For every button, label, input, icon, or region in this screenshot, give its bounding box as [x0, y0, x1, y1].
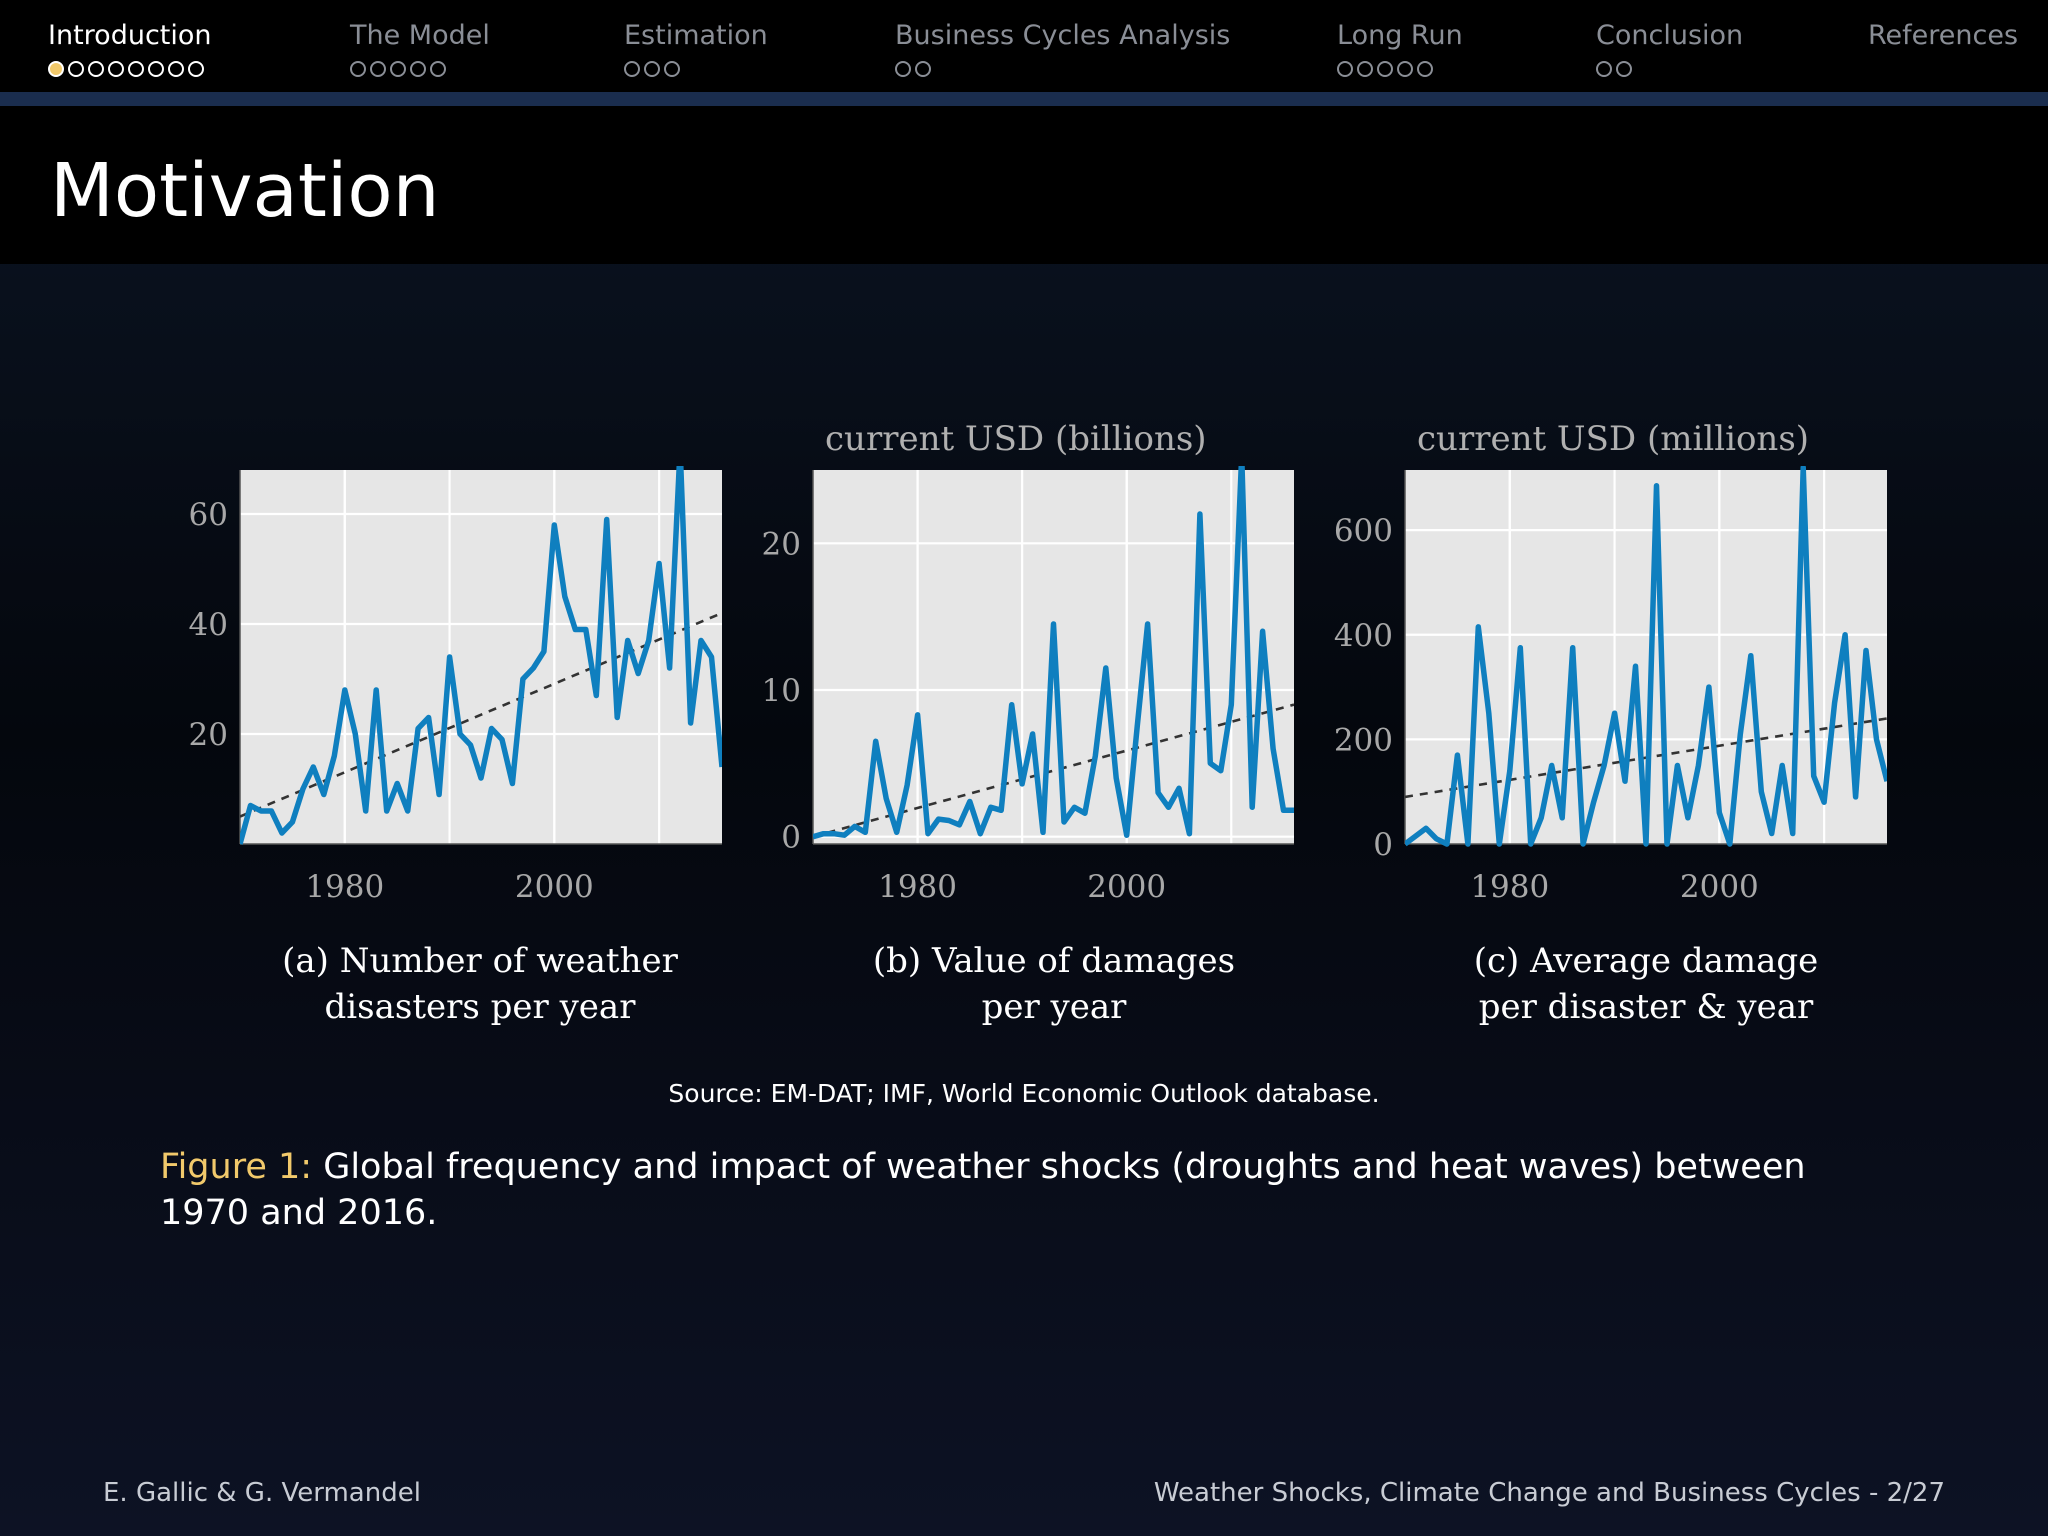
nav-slide-dot[interactable] — [664, 61, 680, 77]
nav-slide-dot[interactable] — [1357, 61, 1373, 77]
caption-a-line-1: (a) Number of weather — [282, 941, 678, 981]
y-tick-label: 400 — [1334, 618, 1393, 654]
nav-slide-dot[interactable] — [895, 61, 911, 77]
page-title: Motivation — [50, 148, 440, 234]
plot-marks — [813, 466, 1294, 840]
nav-slide-dot[interactable] — [624, 61, 640, 77]
y-tick-label: 20 — [762, 526, 801, 562]
x-tick-label: 2000 — [1680, 869, 1759, 905]
nav-slide-dot[interactable] — [370, 61, 386, 77]
section-navigation-bar: Introduction The Model Estimation Business … — [0, 0, 2048, 92]
nav-slide-dot[interactable] — [350, 61, 366, 77]
series-line — [240, 466, 722, 845]
nav-slide-dot[interactable] — [68, 61, 84, 77]
caption-a: (a) Number of weather disasters per year — [240, 938, 720, 1030]
caption-b: (b) Value of damages per year — [814, 938, 1294, 1030]
y-tick-label: 10 — [762, 673, 801, 709]
chart-average-damage: 1980 2000 0 200 400 600 current USD (millions) — [1334, 419, 1887, 905]
caption-c-line-2: per disaster & year — [1478, 987, 1814, 1027]
nav-slide-dot[interactable] — [88, 61, 104, 77]
nav-slide-dots — [624, 61, 684, 81]
nav-section-label: References — [1868, 20, 2019, 51]
x-tick-label: 2000 — [515, 869, 594, 905]
nav-slide-dot[interactable] — [188, 61, 204, 77]
caption-a-line-2: disasters per year — [324, 987, 636, 1027]
plot-marks — [240, 466, 722, 845]
nav-slide-dots — [48, 61, 208, 81]
y-tick-label: 20 — [189, 717, 228, 753]
y-axis-unit-label: current USD (billions) — [825, 419, 1207, 459]
nav-slide-dot[interactable] — [1417, 61, 1433, 77]
nav-slide-dot[interactable] — [48, 61, 64, 77]
nav-slide-dot[interactable] — [1337, 61, 1353, 77]
figure-caption-text: Global frequency and impact of weather s… — [160, 1147, 1806, 1233]
caption-c: (c) Average damage per disaster & year — [1406, 938, 1886, 1030]
caption-b-line-1: (b) Value of damages — [872, 941, 1236, 981]
navigation-divider — [0, 92, 2048, 106]
footer-authors: E. Gallic & G. Vermandel — [103, 1478, 421, 1508]
nav-slide-dot[interactable] — [1397, 61, 1413, 77]
caption-c-line-1: (c) Average damage — [1473, 941, 1819, 981]
nav-slide-dot[interactable] — [148, 61, 164, 77]
nav-slide-dot[interactable] — [915, 61, 931, 77]
nav-slide-dot[interactable] — [1616, 61, 1632, 77]
plot-marks — [1405, 466, 1887, 847]
y-tick-label: 0 — [781, 820, 801, 856]
nav-section-label: Introduction — [48, 20, 212, 51]
caption-b-line-2: per year — [981, 987, 1127, 1027]
x-tick-label: 2000 — [1087, 869, 1166, 905]
nav-slide-dot[interactable] — [644, 61, 660, 77]
y-tick-label: 40 — [189, 607, 228, 643]
nav-slide-dot[interactable] — [1596, 61, 1612, 77]
nav-slide-dot[interactable] — [108, 61, 124, 77]
figure-label: Figure 1: — [160, 1147, 313, 1187]
source-note: Source: EM-DAT; IMF, World Economic Outl… — [668, 1079, 1380, 1108]
footer-talk-title: Weather Shocks, Climate Change and Busin… — [1153, 1478, 1945, 1508]
y-tick-label: 0 — [1373, 827, 1393, 863]
nav-section-label: The Model — [350, 20, 490, 51]
chart-damage-value: 1980 2000 0 10 20 current USD (billions) — [762, 419, 1294, 905]
figure-caption: Figure 1: Global frequency and impact of… — [160, 1144, 1890, 1236]
trend-line — [240, 611, 722, 818]
nav-slide-dots — [350, 61, 450, 81]
nav-slide-dots — [1596, 61, 1636, 81]
nav-section-label: Business Cycles Analysis — [895, 20, 1231, 51]
x-tick-label: 1980 — [1470, 869, 1549, 905]
y-tick-label: 200 — [1334, 722, 1393, 758]
nav-slide-dot[interactable] — [410, 61, 426, 77]
y-tick-label: 60 — [189, 497, 228, 533]
y-tick-label: 600 — [1334, 513, 1393, 549]
chart-disaster-count: 1980 2000 20 40 60 — [189, 466, 722, 905]
nav-section-label: Long Run — [1337, 20, 1463, 51]
nav-slide-dot[interactable] — [1377, 61, 1393, 77]
y-axis-unit-label: current USD (millions) — [1417, 419, 1809, 459]
nav-slide-dot[interactable] — [128, 61, 144, 77]
x-tick-label: 1980 — [878, 869, 957, 905]
nav-slide-dot[interactable] — [168, 61, 184, 77]
nav-slide-dots — [895, 61, 935, 81]
series-line — [1405, 466, 1887, 847]
nav-section-label: Conclusion — [1596, 20, 1744, 51]
nav-slide-dots — [1337, 61, 1437, 81]
title-bar: Motivation — [0, 106, 2048, 264]
x-tick-label: 1980 — [305, 869, 384, 905]
nav-slide-dot[interactable] — [390, 61, 406, 77]
nav-section-label: Estimation — [624, 20, 768, 51]
nav-slide-dot[interactable] — [430, 61, 446, 77]
series-line — [813, 466, 1294, 840]
